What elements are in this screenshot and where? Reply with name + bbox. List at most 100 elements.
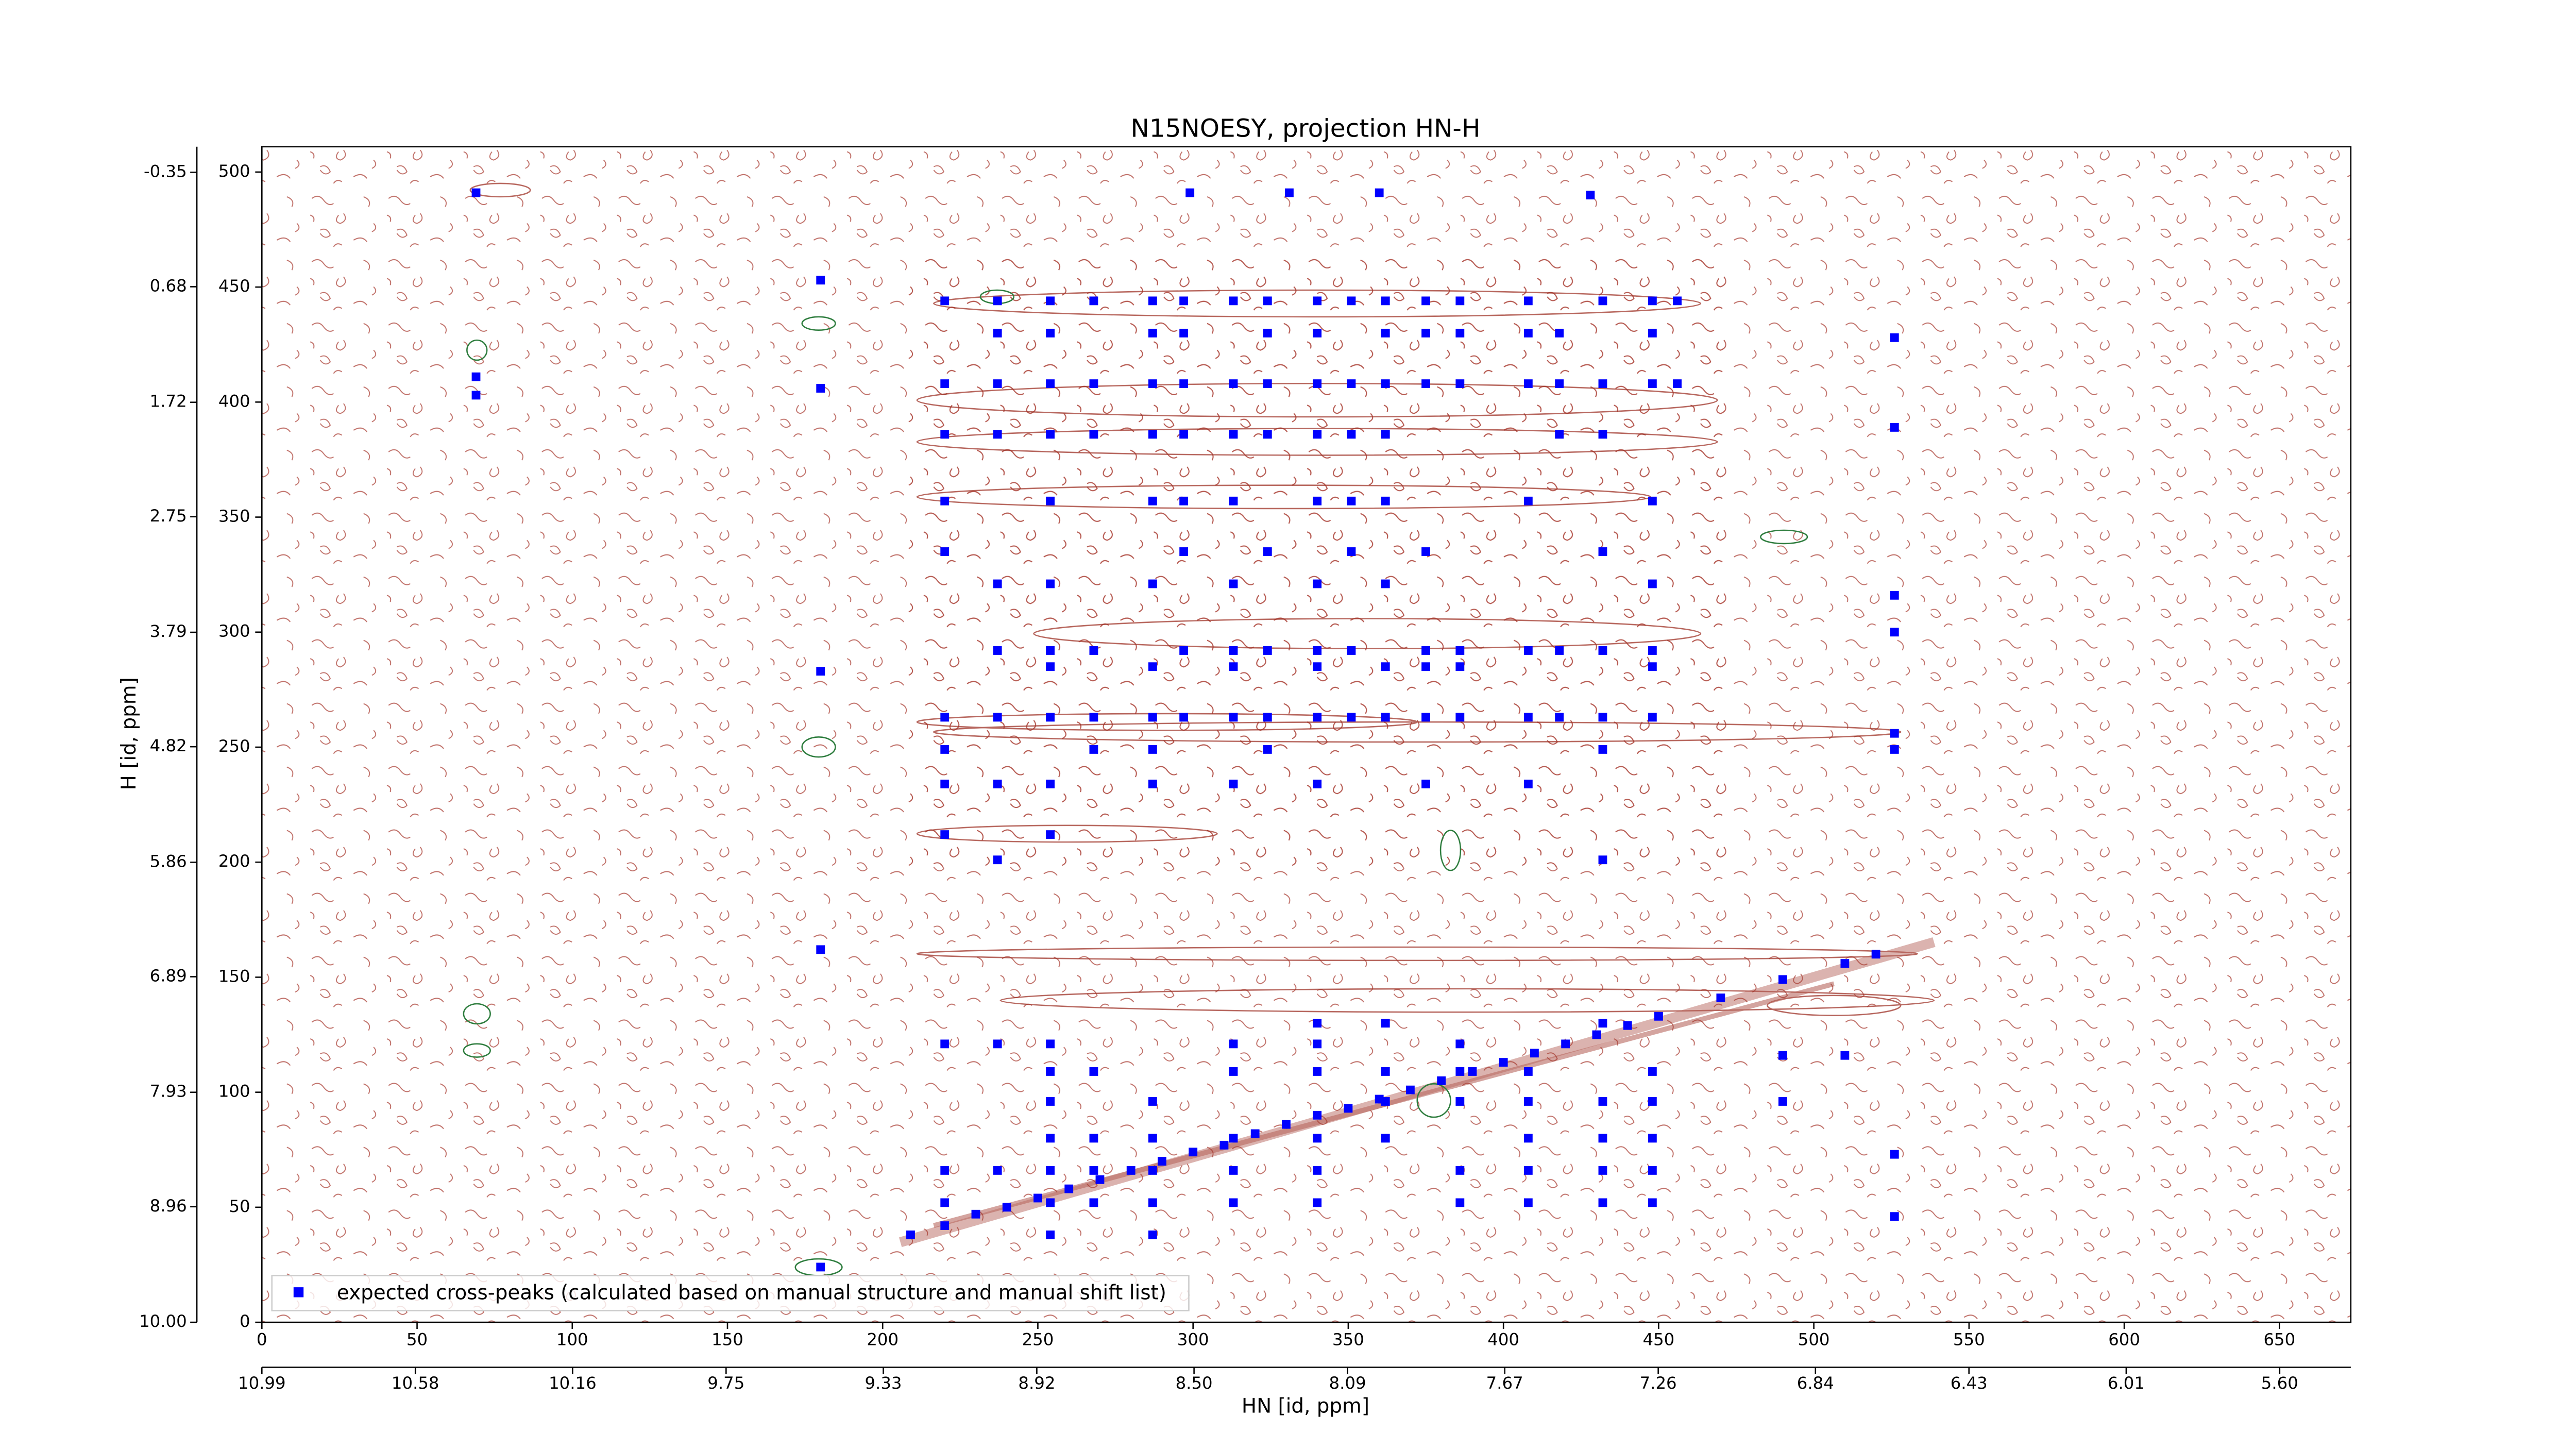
cross-peak <box>1421 379 1430 389</box>
cross-peak <box>1089 713 1098 722</box>
cross-peak <box>940 1039 950 1049</box>
legend-box <box>271 1275 1190 1311</box>
x-tick-label: 100 <box>556 1330 588 1350</box>
y-tick-label: 100 <box>218 1082 250 1101</box>
cross-peak <box>1185 188 1195 197</box>
cross-peak <box>940 379 950 389</box>
cross-peak <box>1148 579 1157 588</box>
chart-title: N15NOESY, projection HN-H <box>1131 114 1481 143</box>
y-tick-label: 300 <box>218 621 250 641</box>
cross-peak <box>1313 579 1322 588</box>
cross-peak <box>1179 296 1189 306</box>
cross-peak <box>1381 579 1390 588</box>
cross-peak <box>1592 1030 1601 1039</box>
y2-tick-label: 0.68 <box>150 276 187 295</box>
cross-peak <box>1381 328 1390 338</box>
cross-peak <box>1179 430 1189 439</box>
x-tick-label: 250 <box>1022 1330 1054 1350</box>
cross-peak <box>1229 713 1238 722</box>
cross-peak <box>1046 779 1055 788</box>
cross-peak <box>1523 1067 1533 1076</box>
cross-peak <box>1840 959 1850 968</box>
cross-peak <box>1313 1067 1322 1076</box>
cross-peak <box>1347 547 1356 556</box>
cross-peak <box>1586 191 1595 199</box>
cross-peak <box>1179 547 1189 556</box>
cross-peak <box>1890 1212 1899 1221</box>
cross-peak <box>1598 855 1607 865</box>
cross-peak <box>1375 188 1384 197</box>
cross-peak <box>1229 496 1238 506</box>
cross-peak <box>1648 1134 1657 1143</box>
cross-peak <box>816 276 825 285</box>
cross-peak <box>1648 496 1657 506</box>
cross-peak <box>1455 1166 1465 1175</box>
cross-peak <box>993 430 1002 439</box>
cross-peak <box>1421 662 1430 671</box>
cross-peak <box>1890 729 1899 738</box>
cross-peak <box>1778 1051 1787 1060</box>
cross-peak <box>940 745 950 754</box>
cross-peak <box>1095 1175 1105 1184</box>
cross-peak <box>1455 1198 1465 1207</box>
cross-peak <box>993 579 1002 588</box>
cross-peak <box>1148 1198 1157 1207</box>
cross-peak <box>1381 296 1390 306</box>
legend: expected cross-peaks (calculated based o… <box>271 1275 1190 1311</box>
cross-peak <box>993 379 1002 389</box>
cross-peak <box>940 430 950 439</box>
cross-peak <box>1381 713 1390 722</box>
cross-peak <box>1598 646 1607 655</box>
cross-peak <box>816 384 825 393</box>
cross-peak <box>1263 328 1272 338</box>
cross-peak <box>1148 496 1157 506</box>
x2-tick-label: 6.84 <box>1797 1373 1834 1393</box>
cross-peak <box>1598 296 1607 306</box>
x2-tick-label: 8.92 <box>1018 1373 1055 1393</box>
cross-peak <box>1455 379 1465 389</box>
cross-peak <box>1089 1166 1098 1175</box>
cross-peak <box>1648 662 1657 671</box>
cross-peak <box>1229 646 1238 655</box>
cross-peak <box>1313 662 1322 671</box>
cross-peak <box>1313 1198 1322 1207</box>
y-tick-label: 500 <box>218 161 250 181</box>
cross-peak <box>1046 713 1055 722</box>
cross-peak <box>1148 1166 1157 1175</box>
cross-peak <box>1381 496 1390 506</box>
cross-peak <box>1219 1140 1229 1150</box>
cross-peak <box>1148 779 1157 788</box>
cross-peak <box>1229 779 1238 788</box>
cross-peak <box>1313 713 1322 722</box>
cross-peak <box>1179 646 1189 655</box>
cross-peak <box>1421 646 1430 655</box>
cross-peak <box>1148 1097 1157 1106</box>
cross-peak <box>1840 1051 1850 1060</box>
cross-peak <box>1263 745 1272 754</box>
cross-peak <box>1046 379 1055 389</box>
x-tick-label: 450 <box>1643 1330 1675 1350</box>
cross-peak <box>940 1166 950 1175</box>
cross-peak <box>1347 496 1356 506</box>
cross-peak <box>1890 423 1899 432</box>
cross-peak <box>1179 379 1189 389</box>
cross-peak <box>1089 1067 1098 1076</box>
cross-peak <box>993 328 1002 338</box>
x2-tick-label: 7.67 <box>1486 1373 1523 1393</box>
cross-peak <box>1455 662 1465 671</box>
cross-peak <box>1148 1134 1157 1143</box>
x2-tick-label: 10.16 <box>549 1373 597 1393</box>
cross-peak <box>940 779 950 788</box>
y-axis-label: H [id, ppm] <box>117 677 141 790</box>
cross-peak <box>1716 993 1725 1003</box>
x2-tick-label: 6.01 <box>2108 1373 2145 1393</box>
cross-peak <box>1561 1039 1570 1049</box>
cross-peak <box>1148 745 1157 754</box>
cross-peak <box>1648 1067 1657 1076</box>
cross-peak <box>1347 646 1356 655</box>
cross-peak <box>1673 296 1682 306</box>
cross-peak <box>1598 1134 1607 1143</box>
cross-peak <box>1523 1166 1533 1175</box>
y-tick-label: 250 <box>218 736 250 756</box>
cross-peak <box>1089 1198 1098 1207</box>
